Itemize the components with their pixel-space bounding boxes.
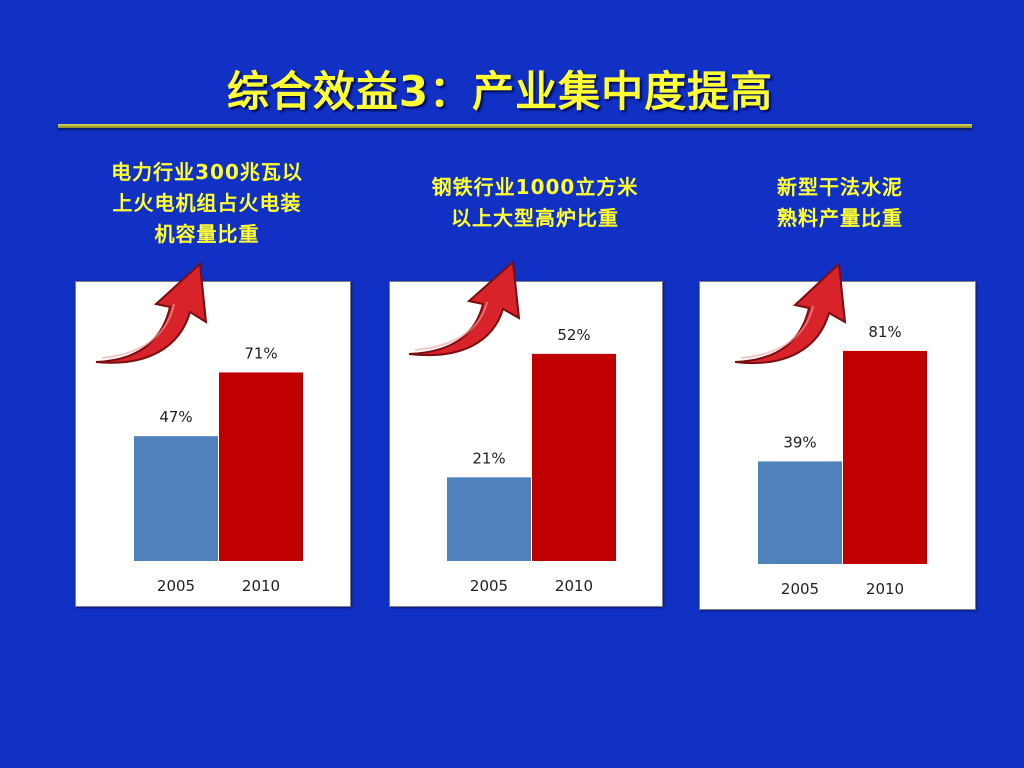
bar-2010 [219, 372, 303, 561]
data-label-2005: 39% [783, 433, 816, 451]
caption-line: 上火电机组占火电装 [112, 191, 302, 215]
caption-line: 机容量比重 [154, 222, 260, 246]
panel-caption-power: 电力行业300兆瓦以 上火电机组占火电装 机容量比重 [62, 157, 352, 250]
bar-2010 [532, 353, 616, 561]
slide-title: 综合效益3：产业集中度提高 [226, 67, 774, 116]
caption-line: 钢铁行业1000立方米 [431, 175, 639, 199]
x-tick-label-2005: 2005 [157, 577, 195, 595]
x-tick-label-2005: 2005 [470, 577, 508, 595]
panel-caption-cement: 新型干法水泥 熟料产量比重 [710, 172, 970, 234]
red-curved-up-arrow-icon [95, 261, 208, 364]
caption-line: 熟料产量比重 [777, 206, 903, 230]
panel-caption-steel: 钢铁行业1000立方米 以上大型高炉比重 [385, 172, 685, 234]
data-label-2010: 71% [244, 344, 277, 362]
caption-line: 电力行业300兆瓦以 [111, 160, 303, 184]
x-tick-label-2010: 2010 [866, 580, 904, 598]
data-label-2010: 52% [557, 326, 590, 344]
red-curved-up-arrow-icon [408, 259, 521, 357]
x-tick-label-2010: 2010 [555, 577, 593, 595]
bar-chart-cement: 39% 2005 81% 2010 [758, 323, 927, 598]
chart-panel-power: 47% 2005 71% 2010 [75, 281, 351, 607]
bar-chart-power: 47% 2005 71% 2010 [134, 344, 303, 595]
data-label-2005: 47% [159, 408, 192, 426]
bar-2005 [447, 477, 531, 561]
x-tick-label-2005: 2005 [781, 580, 819, 598]
chart-panel-cement: 39% 2005 81% 2010 [699, 281, 976, 610]
caption-line: 以上大型高炉比重 [451, 206, 619, 230]
bar-2005 [758, 461, 842, 564]
chart-panel-steel: 21% 2005 52% 2010 [389, 281, 663, 607]
bar-2010 [843, 350, 927, 564]
x-tick-label-2010: 2010 [242, 577, 280, 595]
title-divider [58, 124, 972, 128]
bar-2005 [134, 436, 218, 561]
red-curved-up-arrow-icon [734, 261, 847, 364]
data-label-2010: 81% [868, 323, 901, 341]
bar-chart-steel: 21% 2005 52% 2010 [447, 326, 616, 595]
caption-line: 新型干法水泥 [777, 175, 903, 199]
data-label-2005: 21% [472, 449, 505, 467]
